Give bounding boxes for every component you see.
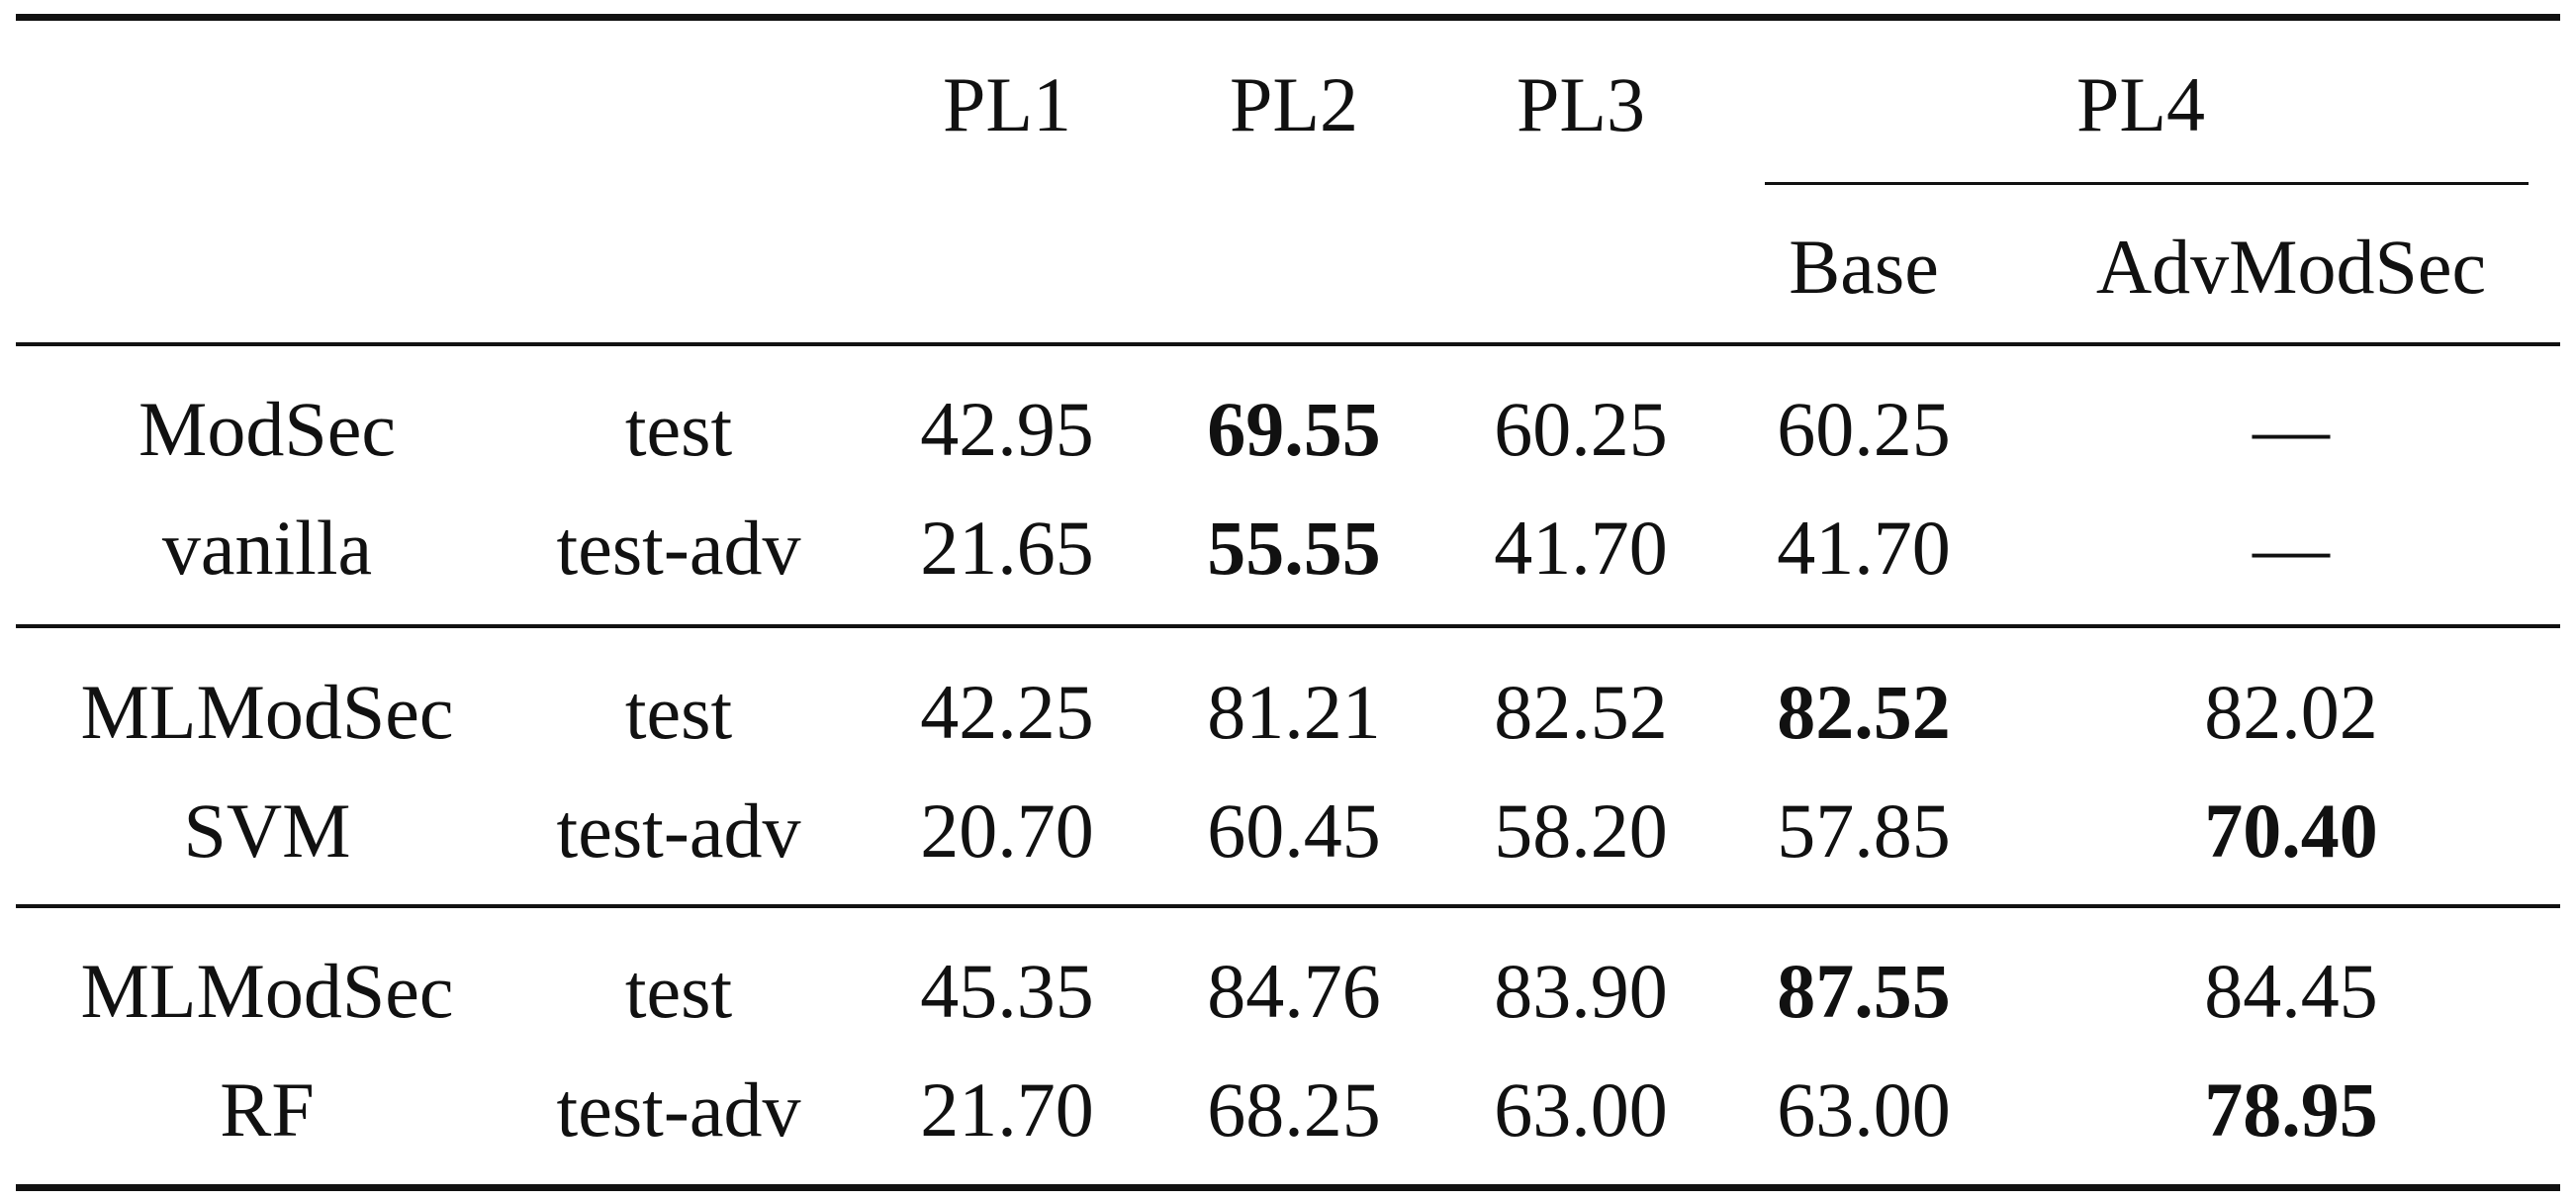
group-rule [16, 624, 2560, 628]
top-rule [16, 14, 2560, 21]
split-label: test [624, 948, 733, 1034]
table-cell: 42.95 [920, 386, 1094, 472]
table-cell: — [2253, 386, 2330, 472]
group-name-line: vanilla [161, 505, 373, 591]
table-cell: 21.65 [920, 505, 1094, 591]
group-name-line: MLModSec [80, 948, 454, 1034]
table-cell: 41.70 [1777, 505, 1951, 591]
table-cell: 82.52 [1494, 669, 1668, 755]
table-cell: 78.95 [2204, 1066, 2378, 1153]
header-rule [16, 342, 2560, 346]
group-rule [16, 904, 2560, 908]
table-cell: 82.52 [1777, 669, 1951, 755]
header-pl4: PL4 [2075, 61, 2206, 147]
group-name-line: RF [220, 1066, 315, 1153]
split-label: test [624, 386, 733, 472]
table-cell: 21.70 [920, 1066, 1094, 1153]
table-cell: 45.35 [920, 948, 1094, 1034]
group-name-line: ModSec [138, 386, 396, 472]
table-cell: 63.00 [1494, 1066, 1668, 1153]
split-label: test-adv [556, 505, 801, 591]
table-cell: 63.00 [1777, 1066, 1951, 1153]
table-cell: 84.45 [2204, 948, 2378, 1034]
split-label: test-adv [556, 1066, 801, 1153]
table-cell: 42.25 [920, 669, 1094, 755]
table-cell: 84.76 [1207, 948, 1381, 1034]
table-cell: 82.02 [2204, 669, 2378, 755]
table-cell: 60.25 [1777, 386, 1951, 472]
table-cell: 20.70 [920, 787, 1094, 874]
table-cell: 87.55 [1777, 948, 1951, 1034]
results-table: PL1 PL2 PL3 PL4 Base AdvModSec ModSec va… [16, 14, 2560, 1191]
split-label: test [624, 669, 733, 755]
table-cell: 55.55 [1207, 505, 1381, 591]
bottom-rule [16, 1184, 2560, 1191]
pl4-cmidrule [1765, 182, 2529, 185]
group-name-line: SVM [183, 787, 351, 874]
header-advmodsec: AdvModSec [2095, 224, 2487, 310]
table-cell: 60.45 [1207, 787, 1381, 874]
table-cell: 68.25 [1207, 1066, 1381, 1153]
table-cell: — [2253, 505, 2330, 591]
table-cell: 83.90 [1494, 948, 1668, 1034]
table-cell: 81.21 [1207, 669, 1381, 755]
table-cell: 58.20 [1494, 787, 1668, 874]
table-cell: 57.85 [1777, 787, 1951, 874]
table-cell: 70.40 [2204, 787, 2378, 874]
header-pl2: PL2 [1229, 61, 1359, 147]
table-cell: 41.70 [1494, 505, 1668, 591]
group-name-line: MLModSec [80, 669, 454, 755]
header-base: Base [1789, 224, 1939, 310]
header-pl3: PL3 [1516, 61, 1646, 147]
header-pl1: PL1 [942, 61, 1072, 147]
table-cell: 60.25 [1494, 386, 1668, 472]
split-label: test-adv [556, 787, 801, 874]
table-cell: 69.55 [1207, 386, 1381, 472]
